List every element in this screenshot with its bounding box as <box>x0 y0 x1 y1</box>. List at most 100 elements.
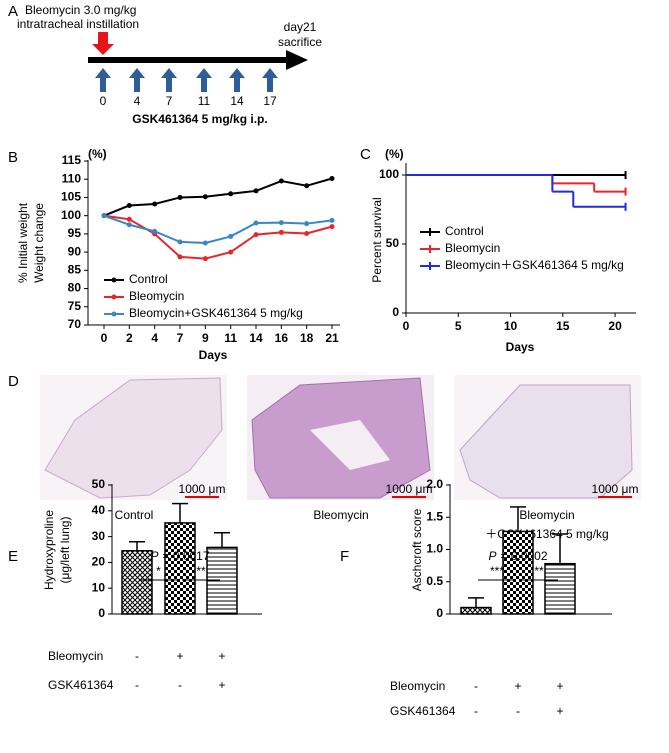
data-point <box>177 254 183 260</box>
data-point <box>177 194 183 200</box>
significance-label: ** <box>534 564 544 578</box>
data-point <box>329 217 335 223</box>
y-axis-label: Hydroxyproline <box>42 510 56 590</box>
y-tick-label: 0.5 <box>426 574 443 588</box>
x-tick-label: 0 <box>101 331 108 345</box>
bar <box>460 606 492 615</box>
image-caption: Bleomycin <box>313 508 368 522</box>
factor-level: - <box>135 649 139 663</box>
day-label: 11 <box>198 94 211 108</box>
panel-label: D <box>8 373 19 390</box>
legend-marker <box>111 311 117 317</box>
y-axis-label: Percent survival <box>370 197 384 282</box>
factor-name: Bleomycin <box>390 679 445 693</box>
factor-name: GSK461364 <box>390 704 456 718</box>
p-text: = 0.0002 <box>500 549 547 563</box>
legend-label: Bleomycin＋GSK461364 5 mg/kg <box>445 258 624 272</box>
day-label: 17 <box>263 94 277 108</box>
factor-level: + <box>514 679 521 693</box>
y-tick-label: 50 <box>386 236 400 250</box>
scale-bar-label: 1000 μm <box>179 482 226 496</box>
x-tick-label: 11 <box>224 331 237 345</box>
factor-level: - <box>178 678 182 692</box>
x-axis-label: Days <box>506 340 535 354</box>
x-tick-label: 16 <box>275 331 289 345</box>
y-tick-label: 0 <box>436 606 443 620</box>
y-tick-label: 1.5 <box>426 509 443 523</box>
y-axis-label: Aschcroft score <box>410 508 424 591</box>
factor-level: - <box>474 704 478 718</box>
significance-label: *** <box>490 564 504 578</box>
bar <box>206 546 238 615</box>
bar <box>544 562 576 615</box>
data-point <box>126 216 132 222</box>
blue-arrow <box>229 68 245 92</box>
x-tick-label: 21 <box>325 331 339 345</box>
y-tick-label: 50 <box>92 477 106 491</box>
panel-label: E <box>8 548 18 565</box>
blue-arrow <box>129 68 145 92</box>
y-tick-label: 90 <box>68 244 82 258</box>
factor-name: GSK461364 <box>48 678 114 692</box>
y-tick-label: 100 <box>61 208 81 222</box>
end-event: sacrifice <box>278 35 322 49</box>
y-tick-label: 80 <box>68 281 82 295</box>
y-tick-label: 110 <box>62 171 82 185</box>
y-tick-label: 2.0 <box>426 477 443 491</box>
data-point <box>253 188 259 194</box>
panel-label: F <box>340 548 349 565</box>
day-label: 14 <box>230 94 244 108</box>
legend-label: Bleomycin <box>445 241 500 255</box>
y-tick-label: 30 <box>92 529 106 543</box>
panel-label: A <box>8 3 18 20</box>
y-tick-label: 1.0 <box>426 542 443 556</box>
day-label: 0 <box>100 94 107 108</box>
y-tick-label: 95 <box>68 226 82 240</box>
data-point <box>202 240 208 246</box>
tissue <box>44 377 223 499</box>
p-symbol: P <box>488 549 496 563</box>
legend-marker <box>111 294 117 300</box>
bar <box>164 522 196 615</box>
y-tick-label: 105 <box>61 190 81 204</box>
blue-arrow <box>161 68 177 92</box>
y-tick-label: 40 <box>92 503 106 517</box>
panel-d: D <box>8 373 641 500</box>
data-point <box>228 249 234 255</box>
dose-label: Bleomycin 3.0 mg/kg <box>25 3 136 17</box>
p-value: P = 0.0002 <box>488 549 547 563</box>
x-tick-label: 15 <box>556 319 570 333</box>
y-unit: (%) <box>385 147 404 161</box>
p-value: P = 0.0017 <box>150 549 209 563</box>
y-axis-label: % Initial weight <box>16 202 30 283</box>
y-tick-label: 115 <box>62 153 82 167</box>
blue-arrow <box>262 68 278 92</box>
data-point <box>304 231 310 237</box>
x-tick-label: 18 <box>300 331 314 345</box>
day-label: 4 <box>134 94 141 108</box>
x-tick-label: 0 <box>403 319 410 333</box>
legend-label: Bleomycin <box>129 289 184 303</box>
data-point <box>202 194 208 200</box>
legend-label: Control <box>129 272 168 286</box>
y-unit: (%) <box>88 147 107 161</box>
y-tick-label: 0 <box>98 606 105 620</box>
legend-marker <box>111 277 117 283</box>
p-text: = 0.0017 <box>162 549 209 563</box>
series-line <box>103 214 333 260</box>
y-axis-label: Weight change <box>32 203 46 283</box>
red-arrow <box>92 32 114 55</box>
x-tick-label: 9 <box>202 331 209 345</box>
route-label: intratracheal instillation <box>17 17 139 31</box>
data-point <box>278 229 284 235</box>
data-point <box>101 213 107 219</box>
factor-level: + <box>176 649 183 663</box>
y-tick-label: 70 <box>68 317 82 331</box>
x-tick-label: 7 <box>177 331 184 345</box>
y-tick-label: 85 <box>68 263 82 277</box>
tissue <box>459 384 633 499</box>
series-line <box>103 177 333 217</box>
y-tick-label: 10 <box>92 580 106 594</box>
x-tick-label: 20 <box>608 319 622 333</box>
